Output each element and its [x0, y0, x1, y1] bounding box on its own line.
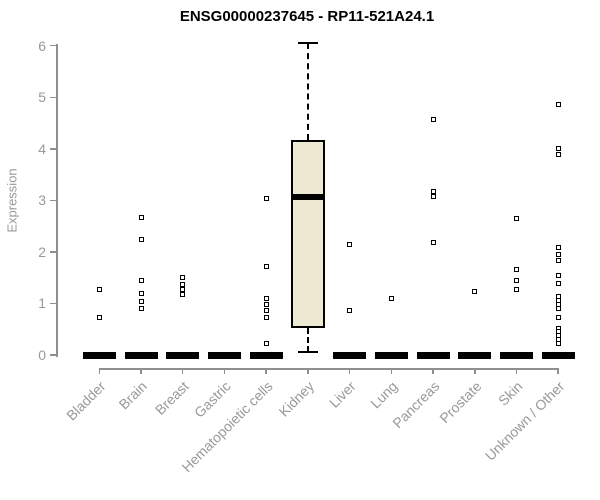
box-median: [291, 194, 324, 201]
outlier-point: [555, 145, 561, 151]
outlier-point: [555, 152, 561, 158]
outlier-point: [347, 241, 353, 247]
outlier-point: [263, 307, 269, 313]
x-tick: [223, 368, 226, 374]
outlier-point: [138, 215, 144, 221]
y-tick-label: 2: [38, 243, 46, 260]
y-tick-label: 1: [38, 295, 46, 312]
x-category-label: Liver: [326, 378, 359, 411]
box-collapsed-bar: [124, 351, 158, 359]
outlier-point: [555, 272, 561, 278]
x-tick: [557, 368, 559, 374]
box-collapsed-bar: [458, 351, 492, 359]
box-collapsed-bar: [500, 351, 533, 359]
x-category-label: Bladder: [63, 378, 109, 424]
outlier-point: [180, 275, 186, 281]
outlier-point: [263, 295, 269, 301]
x-category-label: Lung: [367, 378, 401, 412]
outlier-point: [555, 280, 561, 286]
outlier-point: [430, 240, 436, 246]
x-axis-line: [98, 368, 559, 370]
outlier-point: [180, 291, 186, 297]
whisker-lower: [306, 328, 309, 352]
outlier-point: [555, 314, 561, 320]
outlier-point: [138, 278, 144, 284]
outlier-point: [138, 305, 144, 311]
x-tick: [348, 368, 351, 374]
whisker-upper: [306, 43, 309, 141]
x-tick: [265, 368, 267, 374]
y-tick-label: 3: [38, 192, 46, 209]
outlier-point: [430, 194, 436, 200]
outlier-point: [347, 307, 353, 313]
box-collapsed-bar: [374, 351, 408, 359]
outlier-point: [263, 264, 269, 270]
outlier-point: [430, 117, 436, 123]
x-category-label: Prostate: [435, 378, 485, 427]
outlier-point: [472, 288, 478, 294]
box-collapsed-bar: [166, 351, 200, 359]
chart-title: ENSG00000237645 - RP11-521A24.1: [179, 8, 435, 25]
box-collapsed-bar: [541, 351, 575, 359]
outlier-point: [263, 315, 269, 321]
box-collapsed-bar: [249, 351, 283, 359]
outlier-point: [514, 267, 519, 273]
outlier-point: [138, 236, 144, 242]
outlier-point: [388, 296, 394, 302]
x-tick: [390, 368, 393, 374]
y-tick: [50, 354, 57, 356]
outlier-point: [555, 102, 561, 108]
y-tick-label: 6: [38, 37, 46, 54]
y-tick: [50, 148, 57, 150]
outlier-point: [180, 281, 186, 287]
outlier-point: [180, 287, 186, 293]
x-tick: [307, 368, 309, 374]
x-category-label: Unknown / Other: [481, 378, 568, 464]
y-tick-label: 5: [38, 89, 46, 106]
x-tick: [140, 368, 142, 374]
y-tick-label: 4: [38, 140, 46, 157]
whisker-cap-top: [297, 41, 318, 45]
outlier-point: [430, 188, 436, 194]
whisker-cap-bottom: [297, 350, 318, 354]
outlier-point: [138, 290, 144, 296]
y-tick: [50, 251, 57, 253]
outlier-point: [263, 340, 269, 346]
y-tick: [50, 96, 57, 98]
y-tick-label: 0: [38, 347, 46, 363]
x-category-label: Brain: [115, 378, 151, 413]
x-tick: [98, 368, 101, 374]
box-collapsed-bar: [207, 351, 241, 359]
outlier-point: [263, 302, 269, 308]
outlier-point: [96, 287, 102, 293]
x-tick: [181, 368, 184, 374]
outlier-point: [555, 340, 561, 346]
x-category-label: Kidney: [275, 378, 318, 420]
outlier-point: [514, 287, 519, 293]
box-collapsed-bar: [82, 351, 116, 359]
y-tick: [50, 44, 57, 47]
outlier-point: [555, 257, 561, 263]
outlier-point: [555, 252, 561, 258]
x-tick: [432, 368, 434, 374]
outlier-point: [514, 278, 519, 284]
y-tick: [50, 199, 57, 202]
outlier-point: [263, 196, 269, 202]
x-category-label: Skin: [495, 378, 526, 409]
box: [290, 140, 325, 329]
outlier-point: [514, 215, 519, 221]
y-tick: [50, 302, 57, 305]
x-tick: [515, 368, 518, 374]
x-category-label: Breast: [152, 378, 193, 418]
box-collapsed-bar: [333, 351, 367, 359]
box-collapsed-bar: [416, 351, 450, 359]
outlier-point: [555, 244, 561, 250]
outlier-point: [138, 298, 144, 304]
x-tick: [474, 368, 476, 374]
outlier-point: [555, 305, 561, 311]
outlier-point: [96, 315, 102, 321]
